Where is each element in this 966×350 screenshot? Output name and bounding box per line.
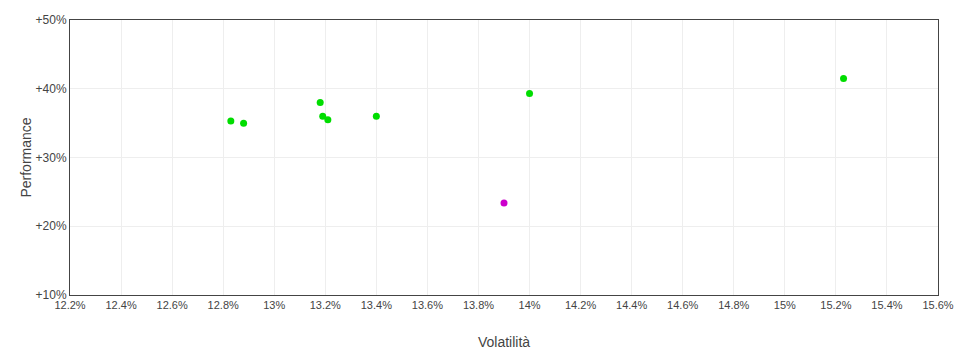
svg-text:+50%: +50%	[36, 13, 67, 27]
svg-text:15.6%: 15.6%	[922, 299, 953, 311]
svg-text:14.2%: 14.2%	[565, 299, 596, 311]
svg-text:13.8%: 13.8%	[463, 299, 494, 311]
svg-text:+10%: +10%	[36, 288, 67, 302]
svg-text:14%: 14%	[519, 299, 541, 311]
svg-text:12.8%: 12.8%	[208, 299, 239, 311]
svg-text:12.2%: 12.2%	[54, 299, 85, 311]
svg-text:14.6%: 14.6%	[667, 299, 698, 311]
svg-text:15%: 15%	[774, 299, 796, 311]
svg-text:12.4%: 12.4%	[105, 299, 136, 311]
svg-text:Volatilità: Volatilità	[478, 334, 530, 350]
svg-text:Performance: Performance	[18, 117, 34, 197]
svg-text:13.4%: 13.4%	[361, 299, 392, 311]
svg-text:14.4%: 14.4%	[616, 299, 647, 311]
svg-text:+40%: +40%	[36, 82, 67, 96]
svg-text:12.6%: 12.6%	[157, 299, 188, 311]
svg-text:13%: 13%	[263, 299, 285, 311]
svg-text:15.2%: 15.2%	[820, 299, 851, 311]
svg-text:+20%: +20%	[36, 219, 67, 233]
svg-text:15.4%: 15.4%	[871, 299, 902, 311]
svg-text:13.2%: 13.2%	[310, 299, 341, 311]
svg-text:13.6%: 13.6%	[412, 299, 443, 311]
svg-text:+30%: +30%	[36, 151, 67, 165]
svg-text:14.8%: 14.8%	[718, 299, 749, 311]
